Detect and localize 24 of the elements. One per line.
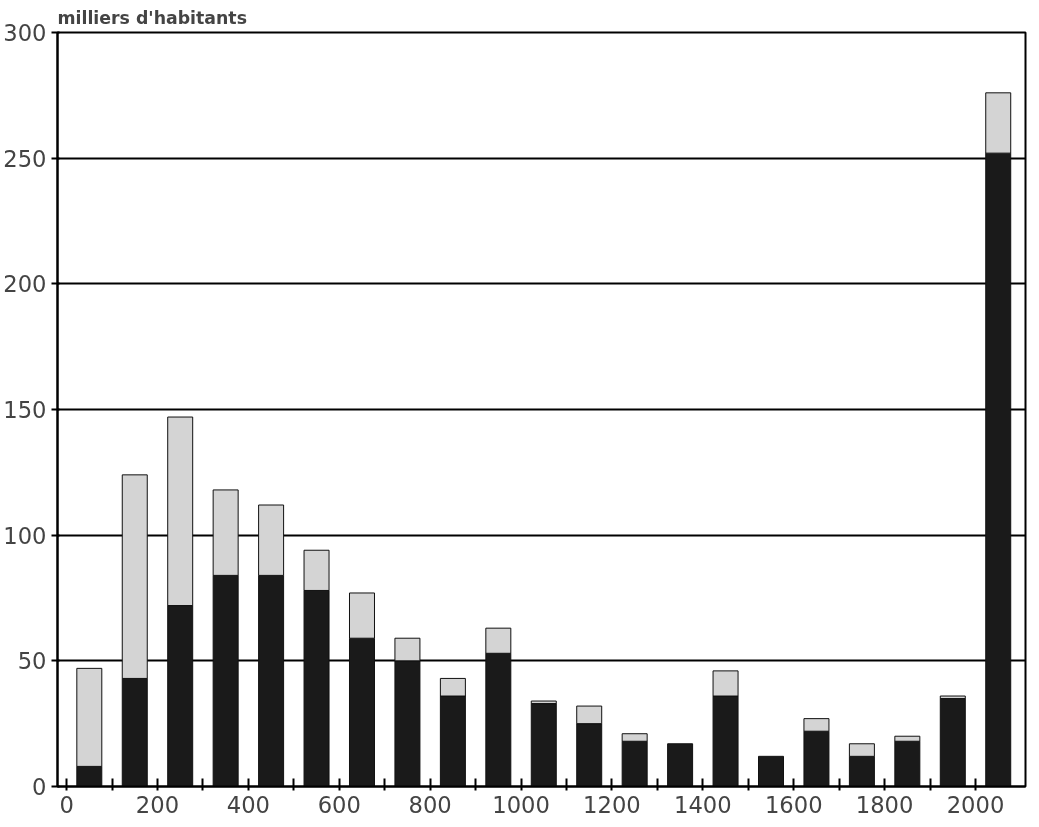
x-tick-label: 1600 bbox=[764, 791, 823, 818]
x-tick-label: 0 bbox=[59, 791, 74, 818]
bar bbox=[894, 740, 921, 787]
x-tick-label: 200 bbox=[135, 791, 180, 818]
y-axis-title: milliers d'habitants bbox=[57, 7, 247, 28]
bar bbox=[667, 743, 694, 787]
bar bbox=[530, 703, 557, 787]
bar bbox=[758, 755, 784, 787]
x-tick-label: 1400 bbox=[674, 791, 732, 818]
y-tick-label: 0 bbox=[32, 774, 47, 800]
y-tick-label: 300 bbox=[3, 20, 47, 46]
x-tick-label: 400 bbox=[226, 791, 270, 818]
bar bbox=[939, 698, 966, 787]
y-tick-label: 200 bbox=[3, 271, 47, 298]
y-tick-label: 150 bbox=[3, 397, 47, 423]
y-tick-label: 50 bbox=[17, 648, 47, 675]
x-tick-label: 1800 bbox=[855, 791, 914, 818]
x-tick-label: 800 bbox=[408, 791, 452, 818]
y-tick-label: 100 bbox=[3, 522, 47, 549]
y-tick-label: 250 bbox=[3, 145, 47, 172]
x-tick-label: 1000 bbox=[492, 791, 550, 818]
x-tick-label: 1200 bbox=[583, 791, 641, 818]
x-tick-label: 600 bbox=[317, 791, 361, 818]
x-tick-label: 2000 bbox=[946, 791, 1005, 818]
